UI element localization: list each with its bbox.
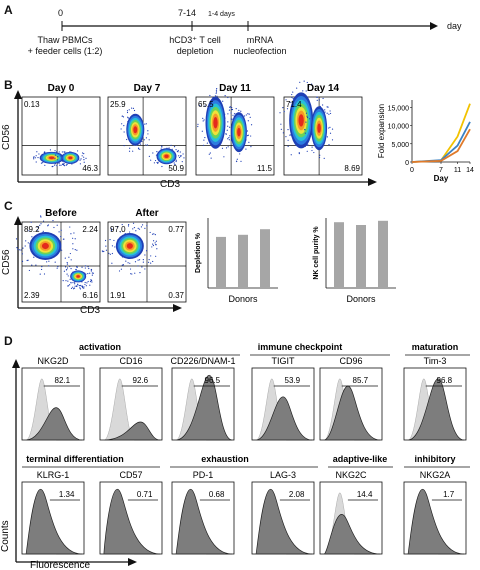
gate-percent: 92.6 xyxy=(133,376,149,385)
gate-percent: 14.4 xyxy=(357,490,373,499)
histogram-KLRG-1 xyxy=(25,488,83,555)
gate-percent: 96.8 xyxy=(437,376,453,385)
marker-label: NKG2C xyxy=(335,470,367,480)
group-label: maturation xyxy=(412,342,459,352)
group-label: immune checkpoint xyxy=(258,342,343,352)
x-tick-label: 11 xyxy=(454,167,461,174)
timeline-step1: Thaw PBMCs xyxy=(37,35,93,45)
panel-letter-d: D xyxy=(4,334,13,348)
counts-label: Counts xyxy=(0,520,11,552)
fold-xlabel: Day xyxy=(434,174,449,183)
group-label: terminal differentiation xyxy=(26,454,124,464)
bar xyxy=(238,234,248,288)
timeline-step1b: + feeder cells (1:2) xyxy=(27,46,103,56)
gate-percent: 85.7 xyxy=(353,376,369,385)
histogram-NKG2D xyxy=(25,378,83,441)
timeline-step2: hCD3⁺ T cell xyxy=(169,35,221,45)
marker-label: NKG2D xyxy=(37,356,69,366)
timeline-t0: 0 xyxy=(58,8,64,18)
bar xyxy=(216,236,226,288)
histogram-Tim-3 xyxy=(407,378,465,441)
fold-ylabel: Fold expansion xyxy=(377,104,386,158)
marker-label: Tim-3 xyxy=(424,356,447,366)
marker-label: KLRG-1 xyxy=(37,470,70,480)
bar-xlabel: Donors xyxy=(228,294,258,304)
histogram-LAG-3 xyxy=(255,488,313,555)
bar xyxy=(260,229,270,288)
histogram-TIGIT xyxy=(255,378,313,441)
series-line xyxy=(411,128,471,163)
histogram-CD16 xyxy=(103,378,161,441)
gate-percent: 2.08 xyxy=(289,490,305,499)
timeline-step3: mRNA xyxy=(246,35,274,45)
panel-b-xaxis: CD3 xyxy=(160,179,181,190)
y-tick-label: 15,000 xyxy=(388,105,410,112)
marker-label: TIGIT xyxy=(272,356,295,366)
gate-percent: 1.34 xyxy=(59,490,75,499)
histogram-PD-1 xyxy=(175,488,233,555)
group-label: activation xyxy=(79,342,121,352)
histogram-CD226/DNAM-1 xyxy=(175,374,233,441)
group-label: adaptive-like xyxy=(333,454,388,464)
group-label: exhaustion xyxy=(201,454,249,464)
bar-xlabel: Donors xyxy=(346,294,376,304)
timeline-day: day xyxy=(447,21,462,31)
histogram-CD96 xyxy=(323,378,381,441)
y-tick-label: 0 xyxy=(405,160,409,167)
gate-percent: 53.9 xyxy=(285,376,301,385)
timeline-t1: 7-14 xyxy=(178,8,197,18)
gate-percent: 82.1 xyxy=(55,376,71,385)
group-label: inhibitory xyxy=(415,454,456,464)
timeline-step2b: depletion xyxy=(176,46,214,56)
histogram-NKG2A xyxy=(407,488,465,555)
bar-ylabel: NK cell purity % xyxy=(313,226,320,280)
gate-percent: 96.5 xyxy=(205,376,221,385)
panel-letter-b: B xyxy=(4,78,13,92)
timeline-t2: 1-4 days xyxy=(208,11,235,18)
panel-letter-c: C xyxy=(4,199,13,213)
marker-label: CD226/DNAM-1 xyxy=(170,356,235,366)
x-tick-label: 14 xyxy=(466,167,474,174)
x-tick-label: 7 xyxy=(439,167,443,174)
histogram-CD57 xyxy=(103,488,161,555)
marker-label: PD-1 xyxy=(193,470,214,480)
bar xyxy=(356,225,366,288)
gate-percent: 0.68 xyxy=(209,490,225,499)
panel-letter-a: A xyxy=(4,3,13,17)
marker-label: NKG2A xyxy=(420,470,451,480)
y-tick-label: 5,000 xyxy=(391,142,409,149)
bar-ylabel: Depletion % xyxy=(195,232,202,273)
marker-label: CD96 xyxy=(339,356,362,366)
bar xyxy=(378,220,388,288)
timeline-step3b: nucleofection xyxy=(233,46,287,56)
histogram-NKG2C xyxy=(323,492,381,555)
y-tick-label: 10,000 xyxy=(388,124,410,131)
gate-percent: 0.71 xyxy=(137,490,153,499)
marker-label: CD16 xyxy=(119,356,142,366)
panel-c-xaxis: CD3 xyxy=(80,305,101,316)
marker-label: CD57 xyxy=(119,470,142,480)
x-tick-label: 0 xyxy=(410,167,414,174)
fluorescence-label: Fluorescence xyxy=(30,560,90,570)
gate-percent: 1.7 xyxy=(443,490,455,499)
bar xyxy=(334,222,344,288)
marker-label: LAG-3 xyxy=(270,470,296,480)
